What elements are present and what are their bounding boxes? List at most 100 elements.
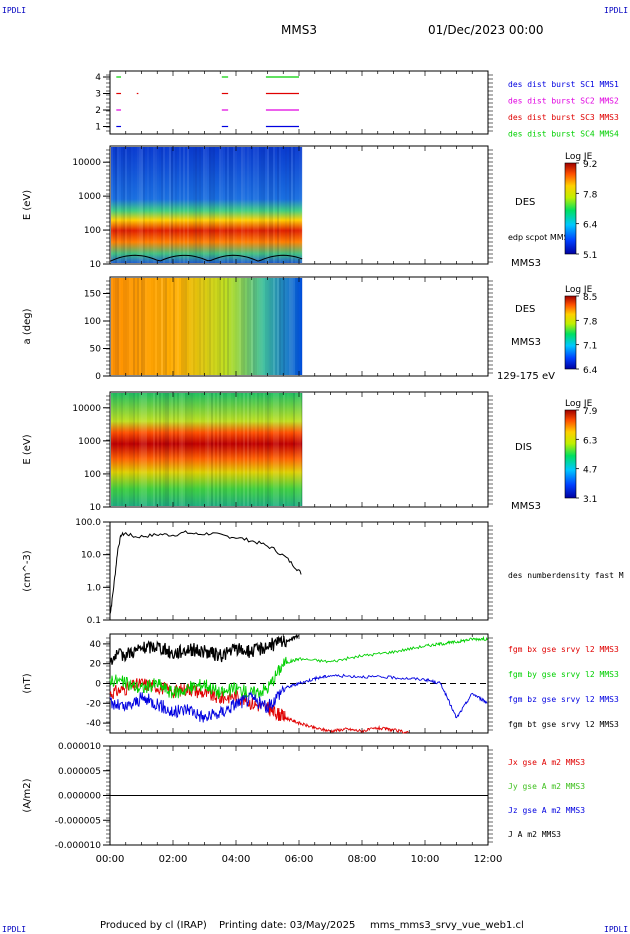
- panel-frame-5: [109, 521, 489, 621]
- colorbar-title-des-energy: Log JE: [565, 152, 593, 162]
- des-energy-spectrogram-stripe: [151, 147, 153, 263]
- des-energy-spectrogram-stripe: [237, 147, 239, 263]
- des-pitch-spectrogram-stripe: [283, 278, 285, 375]
- des-energy-spectrogram-stripe: [245, 147, 247, 263]
- dis-energy-spectrogram-stripe: [111, 393, 113, 506]
- y-tick-label: 4: [95, 73, 101, 83]
- dis-energy-spectrogram-stripe: [213, 393, 215, 506]
- dis-energy-spectrogram-stripe: [165, 393, 167, 506]
- des-energy-spectrogram-stripe: [217, 147, 219, 263]
- y-tick-label: 0: [95, 680, 101, 690]
- dis-energy-spectrogram-stripe: [183, 393, 185, 506]
- des-pitch-spectrogram-stripe: [121, 278, 123, 375]
- des-energy-spectrogram-stripe: [201, 147, 203, 263]
- right-label-des-pitch-angle: MMS3: [511, 337, 541, 348]
- colorbar-tick-label: 6.4: [583, 221, 598, 231]
- date-title: 01/Dec/2023 00:00: [428, 23, 544, 37]
- panel-frame-1: [109, 70, 489, 135]
- dis-energy-spectrogram-stripe: [301, 393, 303, 506]
- dis-energy-spectrogram-stripe: [143, 393, 145, 506]
- des-energy-spectrogram-stripe: [133, 147, 135, 263]
- des-energy-spectrogram-stripe: [259, 147, 261, 263]
- des-pitch-spectrogram-stripe: [129, 278, 131, 375]
- bfield-line-2: [109, 635, 488, 700]
- des-energy-spectrogram-stripe: [211, 147, 213, 263]
- des-energy-spectrogram-stripe: [167, 147, 169, 263]
- dis-energy-spectrogram-stripe: [287, 393, 289, 506]
- dis-energy-spectrogram-stripe: [149, 393, 151, 506]
- des-pitch-spectrogram: [111, 278, 303, 375]
- des-energy-spectrogram-stripe: [261, 147, 263, 263]
- dis-energy-spectrogram-stripe: [197, 393, 199, 506]
- des-pitch-spectrogram-stripe: [271, 278, 273, 375]
- des-energy-spectrogram-stripe: [111, 147, 113, 263]
- dis-energy-spectrogram-stripe: [203, 393, 205, 506]
- colorbar-tick-label: 9.2: [583, 160, 597, 170]
- des-pitch-spectrogram-stripe: [145, 278, 147, 375]
- dis-energy-spectrogram-stripe: [181, 393, 183, 506]
- dis-energy-spectrogram-stripe: [161, 393, 163, 506]
- dis-energy-spectrogram-stripe: [209, 393, 211, 506]
- dis-energy-spectrogram-stripe: [147, 393, 149, 506]
- colorbar-tick-label: 8.5: [583, 293, 597, 303]
- dis-energy-spectrogram-stripe: [125, 393, 127, 506]
- time-tick-label: 02:00: [159, 854, 188, 865]
- des-energy-spectrogram-stripe: [121, 147, 123, 263]
- time-tick-label: 04:00: [222, 854, 251, 865]
- des-energy-spectrogram-stripe: [119, 147, 121, 263]
- des-energy-spectrogram-stripe: [113, 147, 115, 263]
- y-tick-label: 100: [84, 226, 101, 236]
- des-energy-spectrogram-stripe: [271, 147, 273, 263]
- y-axis-label-dis-energy: E (eV): [22, 434, 33, 464]
- dis-energy-spectrogram-stripe: [245, 393, 247, 506]
- corner-label-bottom-left: IPDLI: [2, 925, 26, 934]
- des-energy-spectrogram-stripe: [199, 147, 201, 263]
- des-pitch-spectrogram-stripe: [195, 278, 197, 375]
- dis-energy-spectrogram-stripe: [283, 393, 285, 506]
- des-energy-spectrogram-stripe: [139, 147, 141, 263]
- des-pitch-spectrogram-stripe: [253, 278, 255, 375]
- legend-bfield-3: fgm bz gse srvy l2 MMS3: [508, 695, 619, 704]
- colorbar-tick-label: 3.1: [583, 495, 597, 505]
- des-pitch-spectrogram-stripe: [249, 278, 251, 375]
- des-pitch-spectrogram-stripe: [137, 278, 139, 375]
- legend-burst-4: des dist burst SC4 MMS4: [508, 130, 619, 139]
- des-energy-spectrogram-stripe: [213, 147, 215, 263]
- des-pitch-spectrogram-stripe: [245, 278, 247, 375]
- right-label-des-energy: edp scpot MMS3: [508, 233, 574, 242]
- des-energy-spectrogram-stripe: [153, 147, 155, 263]
- des-pitch-spectrogram-stripe: [279, 278, 281, 375]
- y-tick-label: 0.1: [87, 616, 101, 626]
- y-axis-label-des-pitch: a (deg): [22, 308, 33, 344]
- dis-energy-spectrogram-stripe: [267, 393, 269, 506]
- des-energy-spectrogram-stripe: [299, 147, 301, 263]
- des-energy-spectrogram-stripe: [243, 147, 245, 263]
- y-tick-label: -0.000010: [55, 841, 101, 851]
- dis-energy-spectrogram-stripe: [211, 393, 213, 506]
- des-energy-spectrogram-stripe: [129, 147, 131, 263]
- y-tick-label: 1000: [78, 192, 101, 202]
- dis-energy-spectrogram-stripe: [299, 393, 301, 506]
- colorbar-tick-label: 5.1: [583, 251, 597, 261]
- des-energy-spectrogram-stripe: [141, 147, 143, 263]
- des-pitch-spectrogram-stripe: [293, 278, 295, 375]
- des-energy-spectrogram-stripe: [189, 147, 191, 263]
- dis-energy-spectrogram-stripe: [173, 393, 175, 506]
- y-tick-label: 0.000005: [58, 767, 101, 777]
- des-pitch-spectrogram-stripe: [297, 278, 299, 375]
- des-energy-spectrogram-stripe: [185, 147, 187, 263]
- des-energy-spectrogram-stripe: [131, 147, 133, 263]
- des-energy-spectrogram-stripe: [289, 147, 291, 263]
- dis-energy-spectrogram-stripe: [279, 393, 281, 506]
- dis-energy-spectrogram-stripe: [169, 393, 171, 506]
- dis-energy-spectrogram-stripe: [185, 393, 187, 506]
- y-tick-label: 2: [95, 106, 101, 116]
- dis-energy-spectrogram-stripe: [239, 393, 241, 506]
- legend-bfield-1: fgm bx gse srvy l2 MMS3: [508, 645, 619, 654]
- right-label-des-energy: DES: [515, 197, 535, 208]
- des-energy-spectrogram-stripe: [143, 147, 145, 263]
- dis-energy-spectrogram-stripe: [221, 393, 223, 506]
- time-tick-label: 06:00: [285, 854, 314, 865]
- dis-energy-spectrogram-stripe: [171, 393, 173, 506]
- y-axis-label-current: (A/m2): [22, 778, 33, 812]
